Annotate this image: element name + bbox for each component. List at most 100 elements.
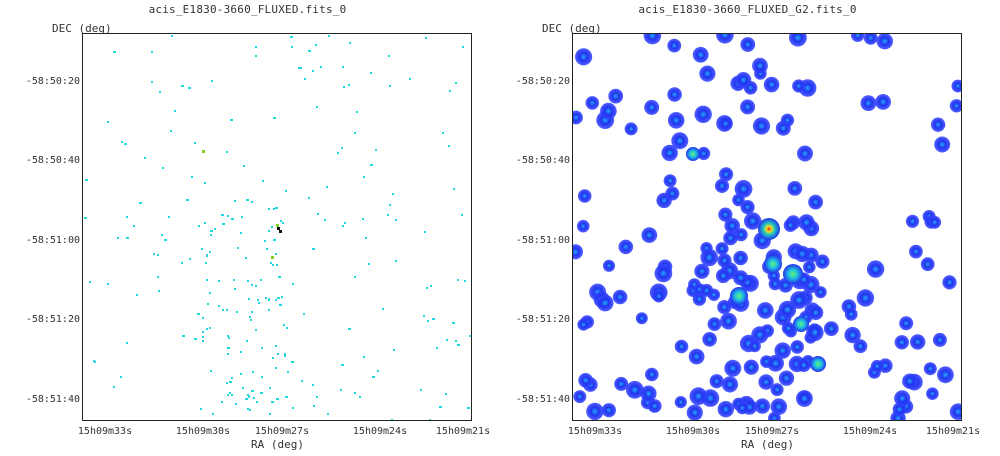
photon-pixel bbox=[354, 392, 356, 394]
y-tick-label: -58:51:40 bbox=[25, 394, 80, 405]
photon-pixel bbox=[211, 80, 213, 82]
smoothed-source bbox=[717, 300, 732, 315]
photon-pixel bbox=[455, 82, 457, 84]
photon-pixel bbox=[157, 276, 159, 278]
photon-pixel bbox=[237, 247, 239, 249]
smoothed-source bbox=[770, 383, 784, 397]
photon-pixel bbox=[363, 356, 365, 358]
photon-pixel bbox=[395, 219, 397, 221]
photon-pixel bbox=[260, 392, 263, 394]
photon-pixel bbox=[449, 90, 451, 92]
photon-pixel bbox=[229, 392, 231, 394]
photon-pixel bbox=[227, 347, 230, 349]
photon-pixel bbox=[231, 394, 233, 396]
photon-pixel bbox=[174, 110, 176, 112]
photon-pixel bbox=[292, 407, 294, 409]
photon-pixel bbox=[359, 396, 361, 398]
photon-pixel bbox=[283, 324, 285, 326]
smoothed-source bbox=[763, 76, 780, 93]
smoothed-source bbox=[860, 95, 877, 112]
y-tick-label: -58:51:20 bbox=[515, 314, 570, 325]
smoothed-source bbox=[578, 373, 593, 388]
panel-title: acis_E1830-3660_FLUXED.fits_0 bbox=[148, 3, 347, 16]
photon-pixel bbox=[271, 401, 274, 403]
photon-pixel bbox=[275, 207, 278, 209]
photon-pixel bbox=[439, 406, 442, 408]
photon-pixel bbox=[372, 376, 375, 378]
smoothed-source bbox=[624, 122, 638, 136]
photon-pixel bbox=[139, 202, 142, 204]
smoothed-source bbox=[663, 174, 677, 188]
photon-pixel bbox=[272, 357, 274, 359]
photon-pixel bbox=[113, 51, 116, 53]
x-tick-label: 15h09m30s bbox=[665, 426, 721, 437]
smoothed-source bbox=[645, 367, 659, 382]
smoothed-source bbox=[778, 300, 797, 319]
photon-pixel bbox=[107, 283, 109, 285]
smoothed-source bbox=[851, 34, 865, 42]
photon-pixel bbox=[230, 119, 233, 121]
bright-source bbox=[783, 264, 803, 284]
photon-pixel bbox=[218, 280, 220, 282]
smoothed-source bbox=[694, 105, 712, 124]
photon-pixel bbox=[292, 283, 294, 285]
photon-pixel bbox=[202, 317, 204, 319]
smoothed-source bbox=[910, 334, 926, 350]
photon-pixel bbox=[432, 318, 435, 320]
smoothed-source bbox=[735, 72, 752, 88]
smoothed-source bbox=[803, 260, 816, 274]
photon-pixel bbox=[117, 237, 119, 239]
smoothed-source bbox=[870, 359, 884, 373]
smoothed-source bbox=[635, 312, 648, 325]
smoothed-source bbox=[740, 37, 756, 52]
smoothed-source bbox=[716, 34, 734, 44]
photon-pixel bbox=[265, 297, 267, 299]
photon-pixel bbox=[241, 216, 243, 218]
photon-pixel bbox=[317, 213, 319, 215]
photon-pixel bbox=[234, 200, 236, 202]
smoothed-source bbox=[585, 96, 600, 110]
y-tick-label: -58:50:40 bbox=[25, 155, 80, 166]
photon-pixel bbox=[291, 361, 294, 363]
photon-pixel bbox=[455, 340, 457, 342]
smoothed-source bbox=[853, 339, 868, 354]
photon-pixel bbox=[168, 216, 170, 218]
smoothed-source bbox=[775, 120, 791, 136]
photon-pixel bbox=[246, 199, 249, 201]
smoothed-source bbox=[688, 348, 705, 365]
smoothed-source bbox=[902, 373, 918, 389]
photon-pixel bbox=[457, 279, 459, 281]
photon-pixel bbox=[337, 152, 339, 154]
image-frame-left[interactable] bbox=[82, 33, 472, 421]
photon-pixel bbox=[181, 85, 184, 87]
image-frame-right[interactable] bbox=[572, 33, 962, 421]
photon-pixel bbox=[315, 44, 317, 46]
photon-pixel bbox=[363, 176, 365, 178]
photon-pixel bbox=[268, 208, 270, 210]
photon-pixel bbox=[218, 305, 220, 307]
smoothed-source bbox=[717, 253, 732, 268]
photon-pixel bbox=[273, 239, 276, 241]
photon-pixel bbox=[202, 331, 204, 333]
photon-pixel bbox=[246, 340, 248, 342]
smoothed-source bbox=[577, 318, 590, 331]
photon-pixel bbox=[240, 232, 242, 234]
smoothed-source bbox=[823, 321, 839, 336]
smoothed-source bbox=[748, 340, 761, 353]
photon-pixel bbox=[231, 377, 233, 379]
smoothed-source bbox=[577, 189, 592, 203]
smoothed-source bbox=[652, 289, 666, 303]
photon-pixel bbox=[227, 394, 229, 396]
photon-pixel bbox=[281, 296, 283, 298]
photon-pixel bbox=[161, 234, 163, 236]
photon-pixel bbox=[222, 309, 224, 311]
photon-pixel bbox=[189, 258, 191, 260]
photon-pixel bbox=[255, 329, 257, 331]
photon-pixel bbox=[275, 345, 277, 347]
photon-pixel bbox=[291, 46, 293, 48]
smoothed-source bbox=[724, 359, 742, 377]
bright-source bbox=[686, 147, 700, 161]
smoothed-source bbox=[909, 244, 923, 259]
smoothed-source bbox=[928, 215, 942, 229]
smoothed-source bbox=[740, 200, 755, 215]
